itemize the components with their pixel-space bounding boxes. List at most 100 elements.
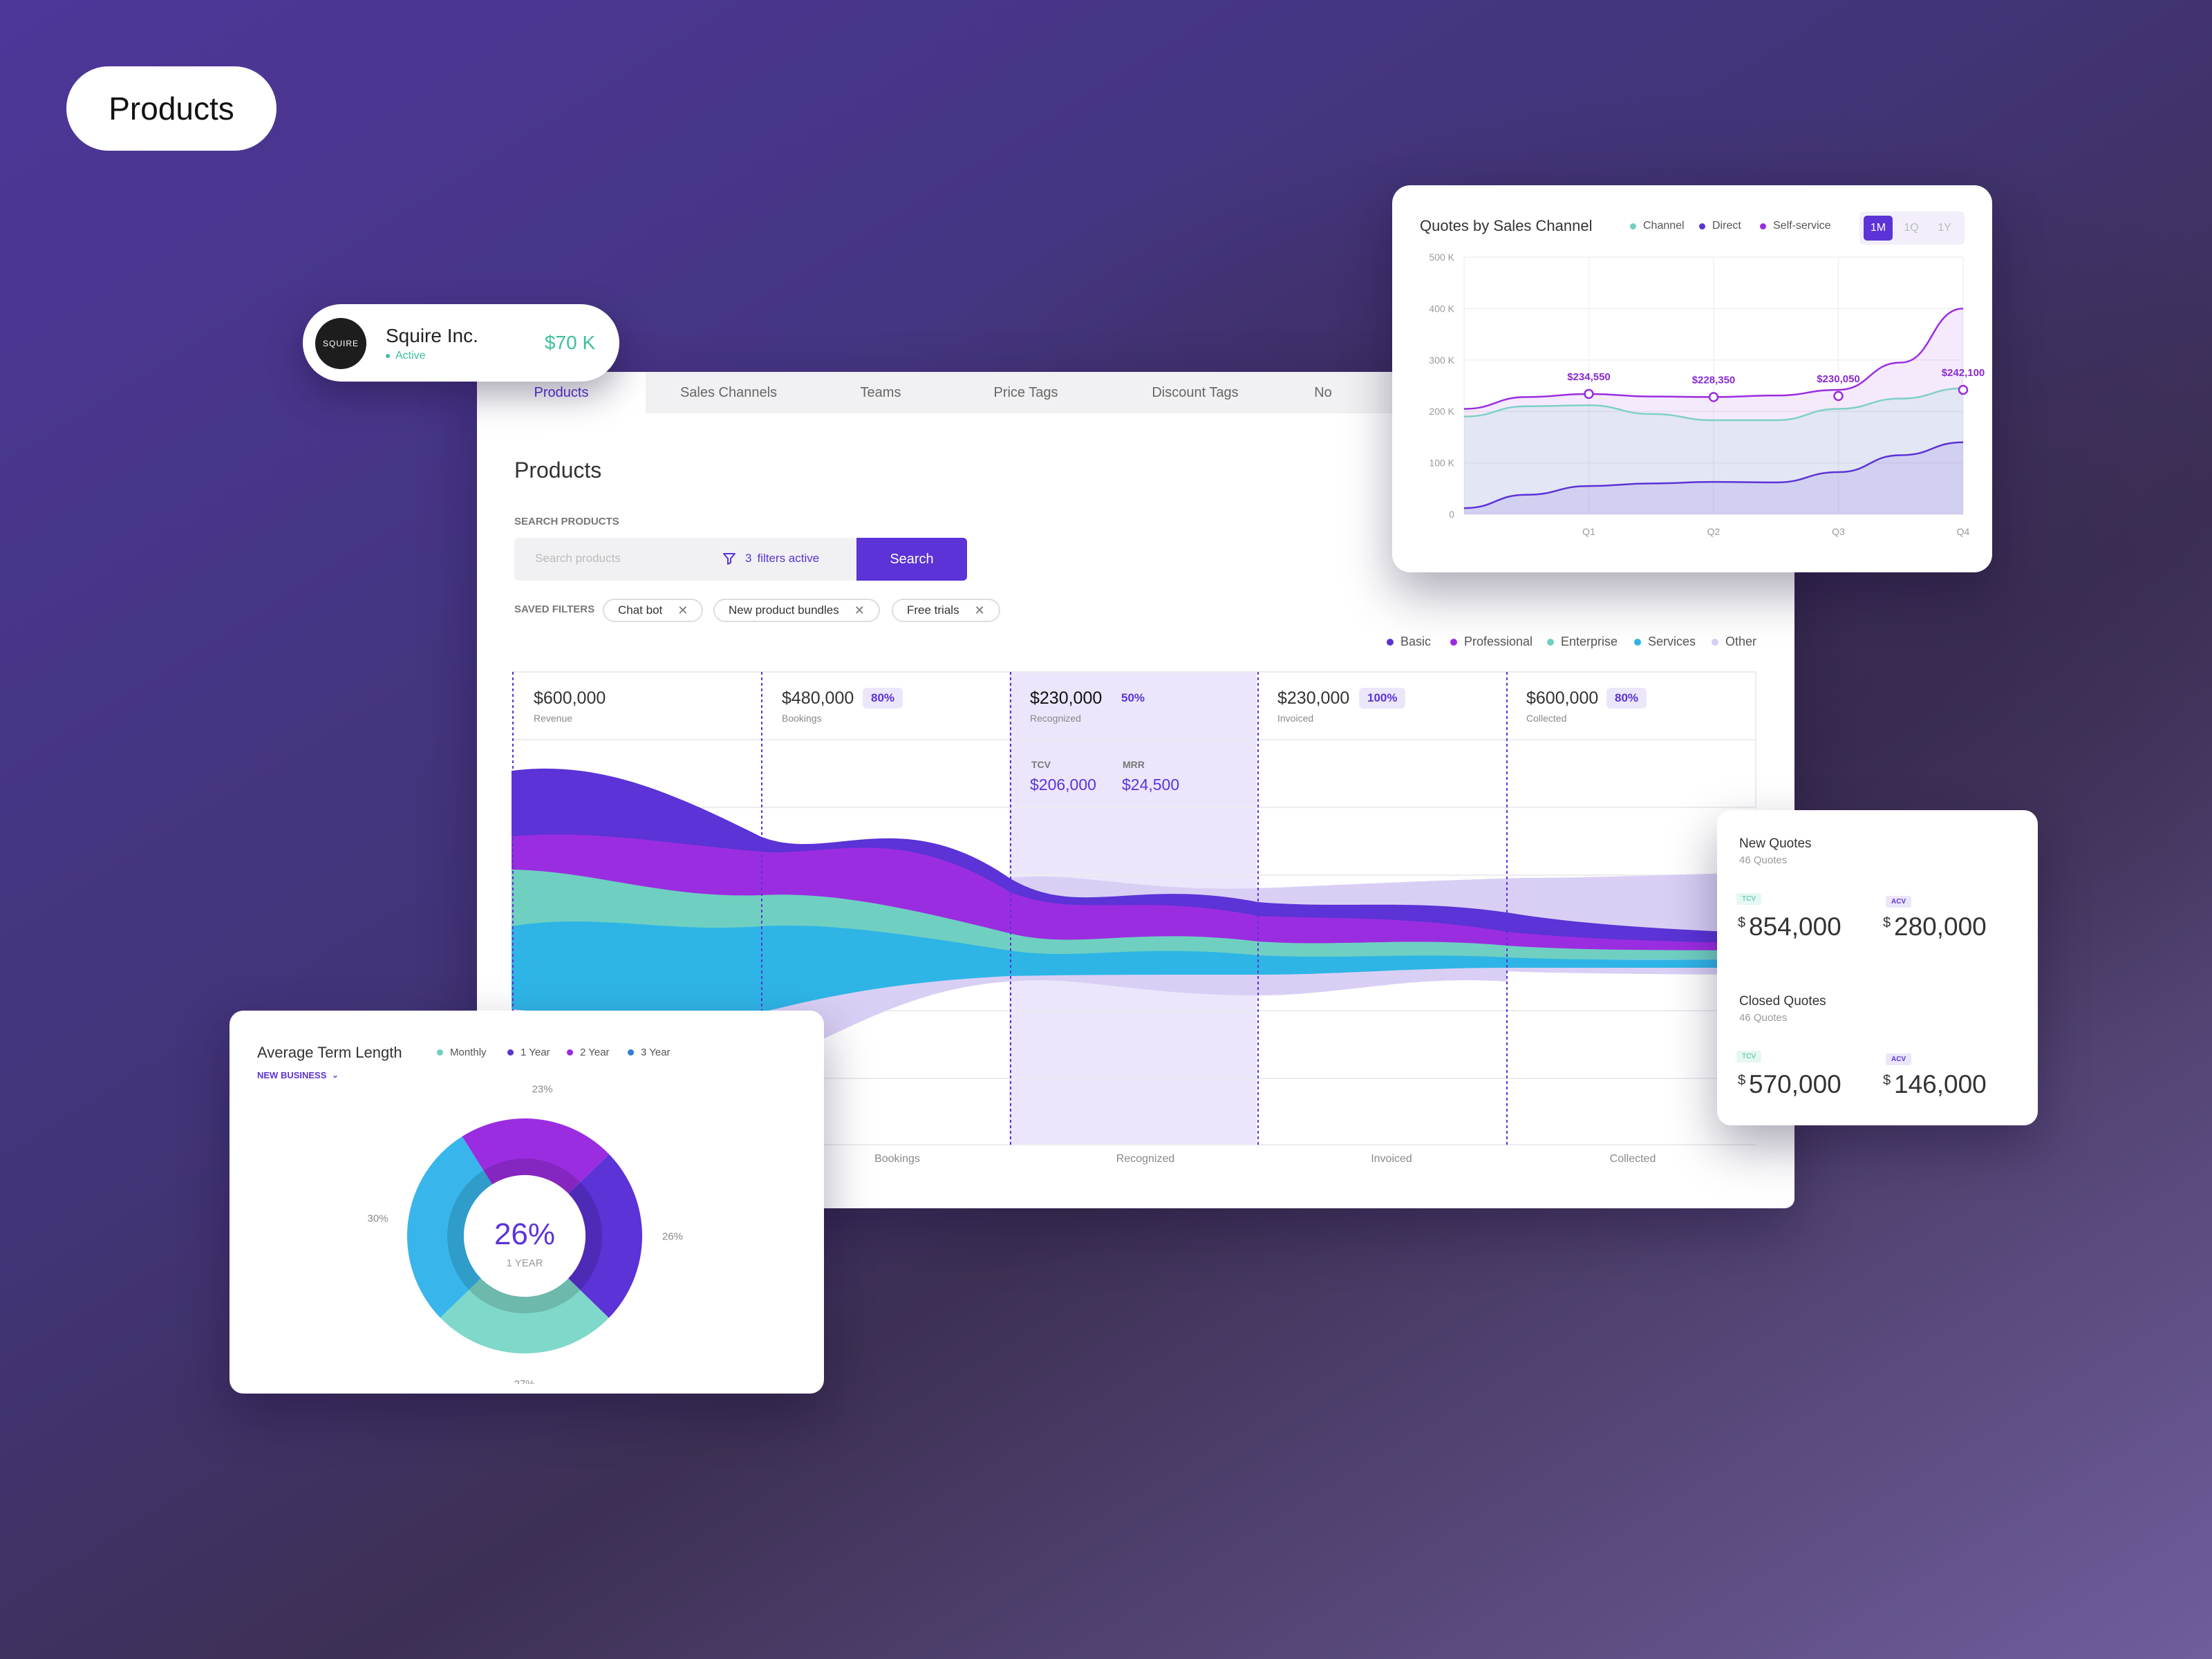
x-tick-label: Q3 (1832, 526, 1845, 537)
tcv-label: TCV (1031, 759, 1051, 770)
legend-item-monthly: Monthly (437, 1047, 487, 1058)
business-type-dropdown[interactable]: NEW BUSINESS ⌄ (257, 1070, 339, 1080)
stage-amount: $230,000 (1277, 688, 1350, 708)
search-input[interactable]: Search products 3 filters active (514, 538, 857, 581)
legend-item-channel: Channel (1630, 220, 1685, 232)
search-label: SEARCH PRODUCTS (514, 516, 619, 527)
donut-slice-monthly[interactable] (440, 1278, 609, 1353)
legend-label: 3 Year (641, 1047, 671, 1058)
saved-filter-label: Chat bot (618, 603, 663, 617)
saved-filter-chip[interactable]: Free trials ✕ (892, 599, 1000, 622)
closed-quotes-acv: 146,000 (1894, 1070, 1987, 1098)
stage-badge: 50% (1113, 688, 1154, 709)
saved-filter-chip[interactable]: New product bundles ✕ (713, 599, 880, 622)
tab-more[interactable]: No (1314, 384, 1332, 400)
saved-filters-label: SAVED FILTERS (514, 603, 595, 615)
donut-center (464, 1175, 585, 1297)
series-area-channel (1464, 388, 1963, 514)
tab-price-tags[interactable]: Price Tags (993, 384, 1058, 400)
data-point-marker[interactable] (1584, 388, 1594, 400)
tab-teams[interactable]: Teams (860, 384, 901, 400)
data-point-marker[interactable] (1708, 392, 1719, 402)
period-1m[interactable]: 1M (1864, 216, 1893, 241)
tab-discount-tags[interactable]: Discount Tags (1152, 384, 1239, 400)
legend-label: Direct (1712, 220, 1741, 232)
tcv-value: $206,000 (1030, 776, 1096, 794)
filter-icon (723, 553, 735, 565)
chart-title: Quotes by Sales Channel (1420, 217, 1593, 234)
closed-quotes-tcv: 570,000 (1749, 1070, 1841, 1098)
x-axis-label: Invoiced (1371, 1153, 1412, 1165)
legend-label: Self-service (1773, 220, 1831, 232)
y-tick-label: 0 (1449, 509, 1454, 520)
tab-sales-channels[interactable]: Sales Channels (679, 384, 778, 400)
mrr-label: MRR (1123, 759, 1145, 770)
legend-dot (1712, 638, 1718, 646)
currency-symbol: $ (1738, 1073, 1746, 1088)
donut-slice-2-year[interactable] (462, 1118, 610, 1194)
stage-label: Recognized (1030, 713, 1081, 724)
legend-item-direct: Direct (1699, 220, 1741, 232)
y-tick-label: 300 K (1429, 355, 1454, 366)
x-tick-label: Q2 (1707, 526, 1721, 537)
account-name: Squire Inc. (386, 325, 478, 346)
stage-badge: 80% (1606, 688, 1647, 709)
account-card[interactable]: SQUIRE Squire Inc. Active $70 K (303, 304, 619, 382)
close-icon[interactable]: ✕ (854, 603, 865, 617)
filters-count: 3 (745, 552, 752, 565)
legend-item-1-year: 1 Year (507, 1047, 550, 1058)
x-tick-label: Q4 (1957, 526, 1970, 537)
account-logo: SQUIRE (315, 318, 366, 369)
x-axis-label: Collected (1609, 1153, 1656, 1165)
saved-filter-chip[interactable]: Chat bot ✕ (603, 599, 704, 622)
legend-label: Professional (1464, 635, 1533, 648)
acv-tag: ACV (1886, 896, 1912, 908)
x-axis-label: Bookings (874, 1153, 920, 1165)
data-point-label: $230,050 (1817, 373, 1860, 385)
period-1q[interactable]: 1Q (1904, 222, 1919, 234)
y-tick-label: 200 K (1429, 406, 1454, 417)
legend-dot (567, 1049, 573, 1056)
donut-inner-ring (568, 1182, 602, 1291)
donut-slice-1-year[interactable] (568, 1154, 643, 1318)
legend-label: Monthly (450, 1047, 487, 1058)
data-point-marker[interactable] (1958, 384, 1969, 395)
legend-dot (628, 1049, 634, 1056)
donut-inner-ring (469, 1278, 581, 1313)
legend-dot (1387, 638, 1394, 646)
saved-filter-label: New product bundles (729, 603, 839, 617)
donut-inner-ring (447, 1170, 493, 1290)
series-area-direct (1464, 442, 1963, 514)
legend-item-enterprise: Enterprise (1547, 635, 1618, 649)
page-title: Products (109, 91, 234, 126)
legend-label: 1 Year (521, 1047, 550, 1058)
tcv-tag: TCV (1736, 893, 1761, 905)
series-line-direct (1463, 441, 1964, 509)
data-point-label: $234,550 (1567, 371, 1611, 383)
average-term-card: Average Term Length NEW BUSINESS ⌄ Monthl… (229, 1011, 824, 1394)
new-quotes-title: New Quotes (1739, 836, 1812, 851)
close-icon[interactable]: ✕ (677, 603, 688, 617)
legend-label: Channel (1643, 220, 1685, 232)
term-donut-chart: 23% 26% 27% 30% 26% 1 YEAR (368, 1084, 683, 1384)
donut-slice-3-year[interactable] (407, 1136, 493, 1318)
status-dot (386, 354, 390, 358)
data-point-marker[interactable] (1833, 391, 1844, 402)
y-tick-label: 400 K (1429, 303, 1454, 314)
slice-percent-label: 30% (368, 1212, 388, 1224)
search-button[interactable]: Search (856, 538, 967, 581)
account-value: $70 K (545, 332, 596, 353)
legend-dot (507, 1049, 514, 1056)
legend-label: Services (1648, 635, 1696, 648)
quotes-line-chart: 500 K 400 K 300 K 200 K 100 K 0 Q1 Q2 Q3 Q4 $234,5… (1429, 252, 1985, 537)
legend-dot (1547, 638, 1554, 646)
period-1y[interactable]: 1Y (1938, 222, 1951, 234)
filters-active-toggle[interactable]: 3 filters active (722, 551, 819, 566)
x-axis-label: Recognized (1116, 1153, 1175, 1165)
donut-inner-ring (483, 1159, 581, 1194)
close-icon[interactable]: ✕ (974, 603, 985, 617)
donut-center-label: 1 YEAR (506, 1257, 543, 1269)
series-line-self-service (1463, 308, 1964, 410)
stage-amount: $600,000 (1526, 688, 1599, 708)
slice-percent-label: 27% (514, 1378, 535, 1384)
